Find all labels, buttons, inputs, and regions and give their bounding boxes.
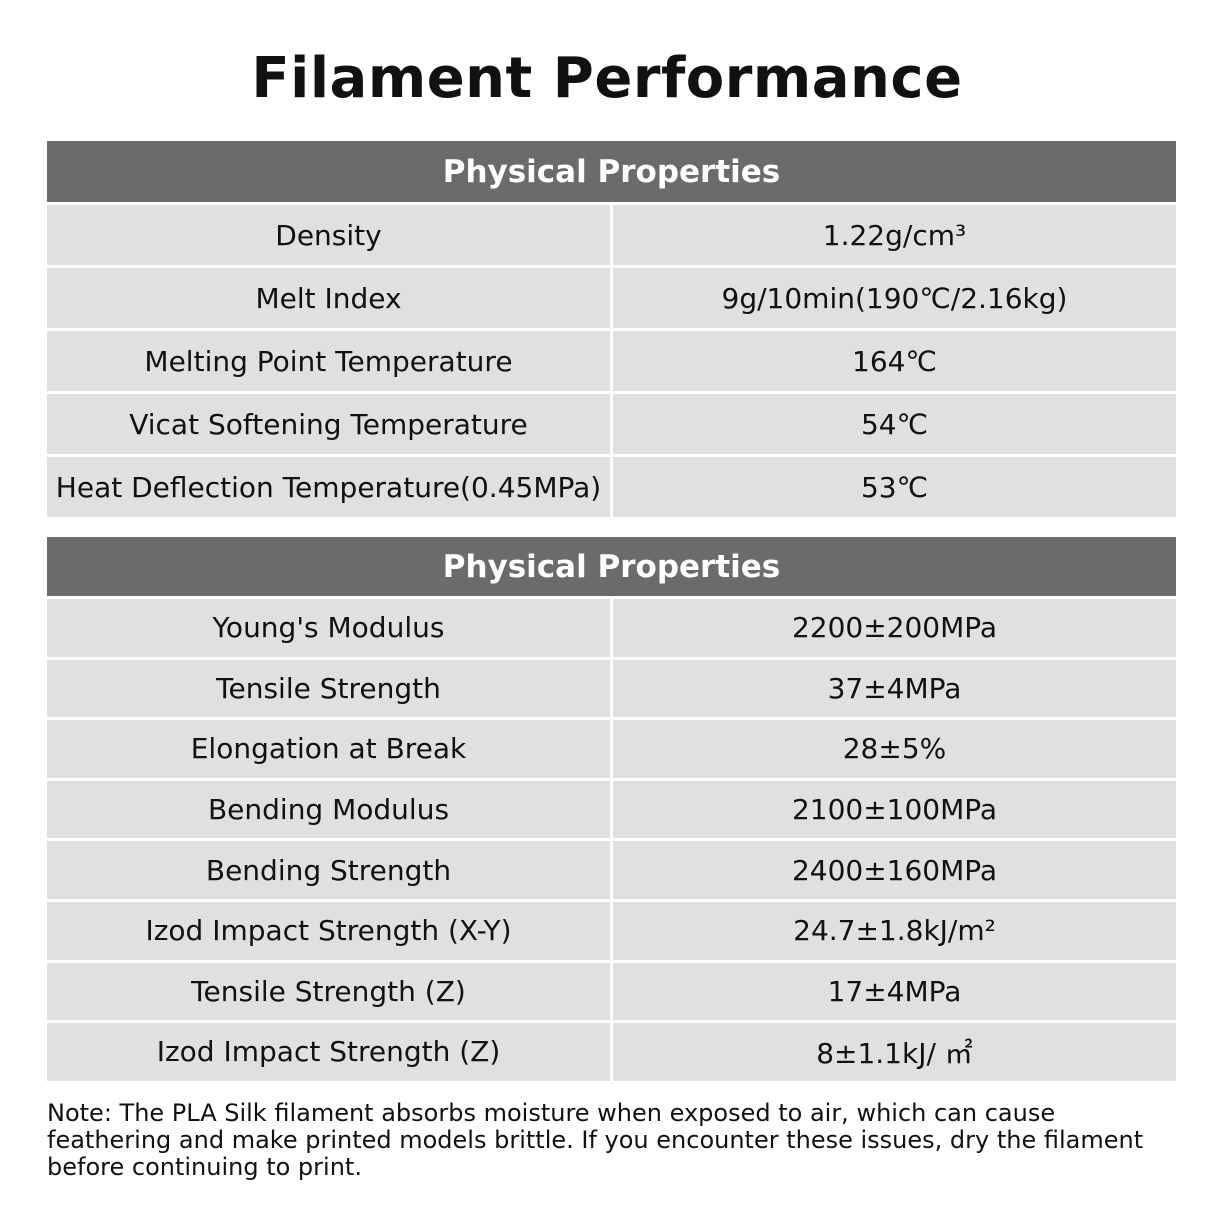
property-value: 2400±160MPa <box>613 841 1176 899</box>
property-label: Young's Modulus <box>47 599 610 657</box>
property-label: Izod Impact Strength (Z) <box>47 1023 610 1081</box>
property-label: Bending Modulus <box>47 780 610 839</box>
property-label: Bending Strength <box>47 841 610 899</box>
property-value: 8±1.1kJ/ ㎡ <box>613 1023 1176 1081</box>
table-row: Tensile Strength 37±4MPa <box>47 659 1176 718</box>
table-row: Young's Modulus 2200±200MPa <box>47 599 1176 657</box>
mechanical-properties-table: Physical Properties Young's Modulus 2200±2… <box>47 537 1176 1081</box>
property-value: 9g/10min(190℃/2.16kg) <box>613 268 1176 328</box>
property-label: Izod Impact Strength (X-Y) <box>47 901 610 960</box>
physical-properties-table: Physical Properties Density 1.22g/cm³ Melt … <box>47 141 1176 517</box>
property-value: 54℃ <box>613 394 1176 454</box>
table-header: Physical Properties <box>47 141 1176 202</box>
table-header: Physical Properties <box>47 537 1176 596</box>
property-value: 53℃ <box>613 457 1176 517</box>
page-title: Filament Performance <box>251 46 963 111</box>
property-label: Heat Deflection Temperature(0.45MPa) <box>47 457 610 517</box>
property-label: Melt Index <box>47 268 610 328</box>
property-label: Melting Point Temperature <box>47 331 610 391</box>
property-label: Vicat Softening Temperature <box>47 394 610 454</box>
table-row: Density 1.22g/cm³ <box>47 205 1176 265</box>
note-text: Note: The PLA Silk filament absorbs mois… <box>47 1099 1144 1181</box>
table-row: Melt Index 9g/10min(190℃/2.16kg) <box>47 268 1176 328</box>
property-value: 28±5% <box>613 720 1176 778</box>
property-value: 2200±200MPa <box>613 599 1176 657</box>
property-value: 37±4MPa <box>613 659 1176 718</box>
property-label: Tensile Strength <box>47 659 610 718</box>
property-value: 2100±100MPa <box>613 780 1176 839</box>
table-row: Izod Impact Strength (Z) 8±1.1kJ/ ㎡ <box>47 1023 1176 1081</box>
property-value: 24.7±1.8kJ/m² <box>613 901 1176 960</box>
table-row: Heat Deflection Temperature(0.45MPa) 53℃ <box>47 457 1176 517</box>
table-row: Elongation at Break 28±5% <box>47 720 1176 778</box>
table-row: Tensile Strength (Z) 17±4MPa <box>47 962 1176 1021</box>
table-row: Bending Strength 2400±160MPa <box>47 841 1176 899</box>
property-value: 1.22g/cm³ <box>613 205 1176 265</box>
property-value: 164℃ <box>613 331 1176 391</box>
property-label: Density <box>47 205 610 265</box>
table-row: Vicat Softening Temperature 54℃ <box>47 394 1176 454</box>
table-row: Melting Point Temperature 164℃ <box>47 331 1176 391</box>
property-value: 17±4MPa <box>613 962 1176 1021</box>
property-label: Tensile Strength (Z) <box>47 962 610 1021</box>
property-label: Elongation at Break <box>47 720 610 778</box>
table-row: Bending Modulus 2100±100MPa <box>47 780 1176 839</box>
table-row: Izod Impact Strength (X-Y) 24.7±1.8kJ/m² <box>47 901 1176 960</box>
